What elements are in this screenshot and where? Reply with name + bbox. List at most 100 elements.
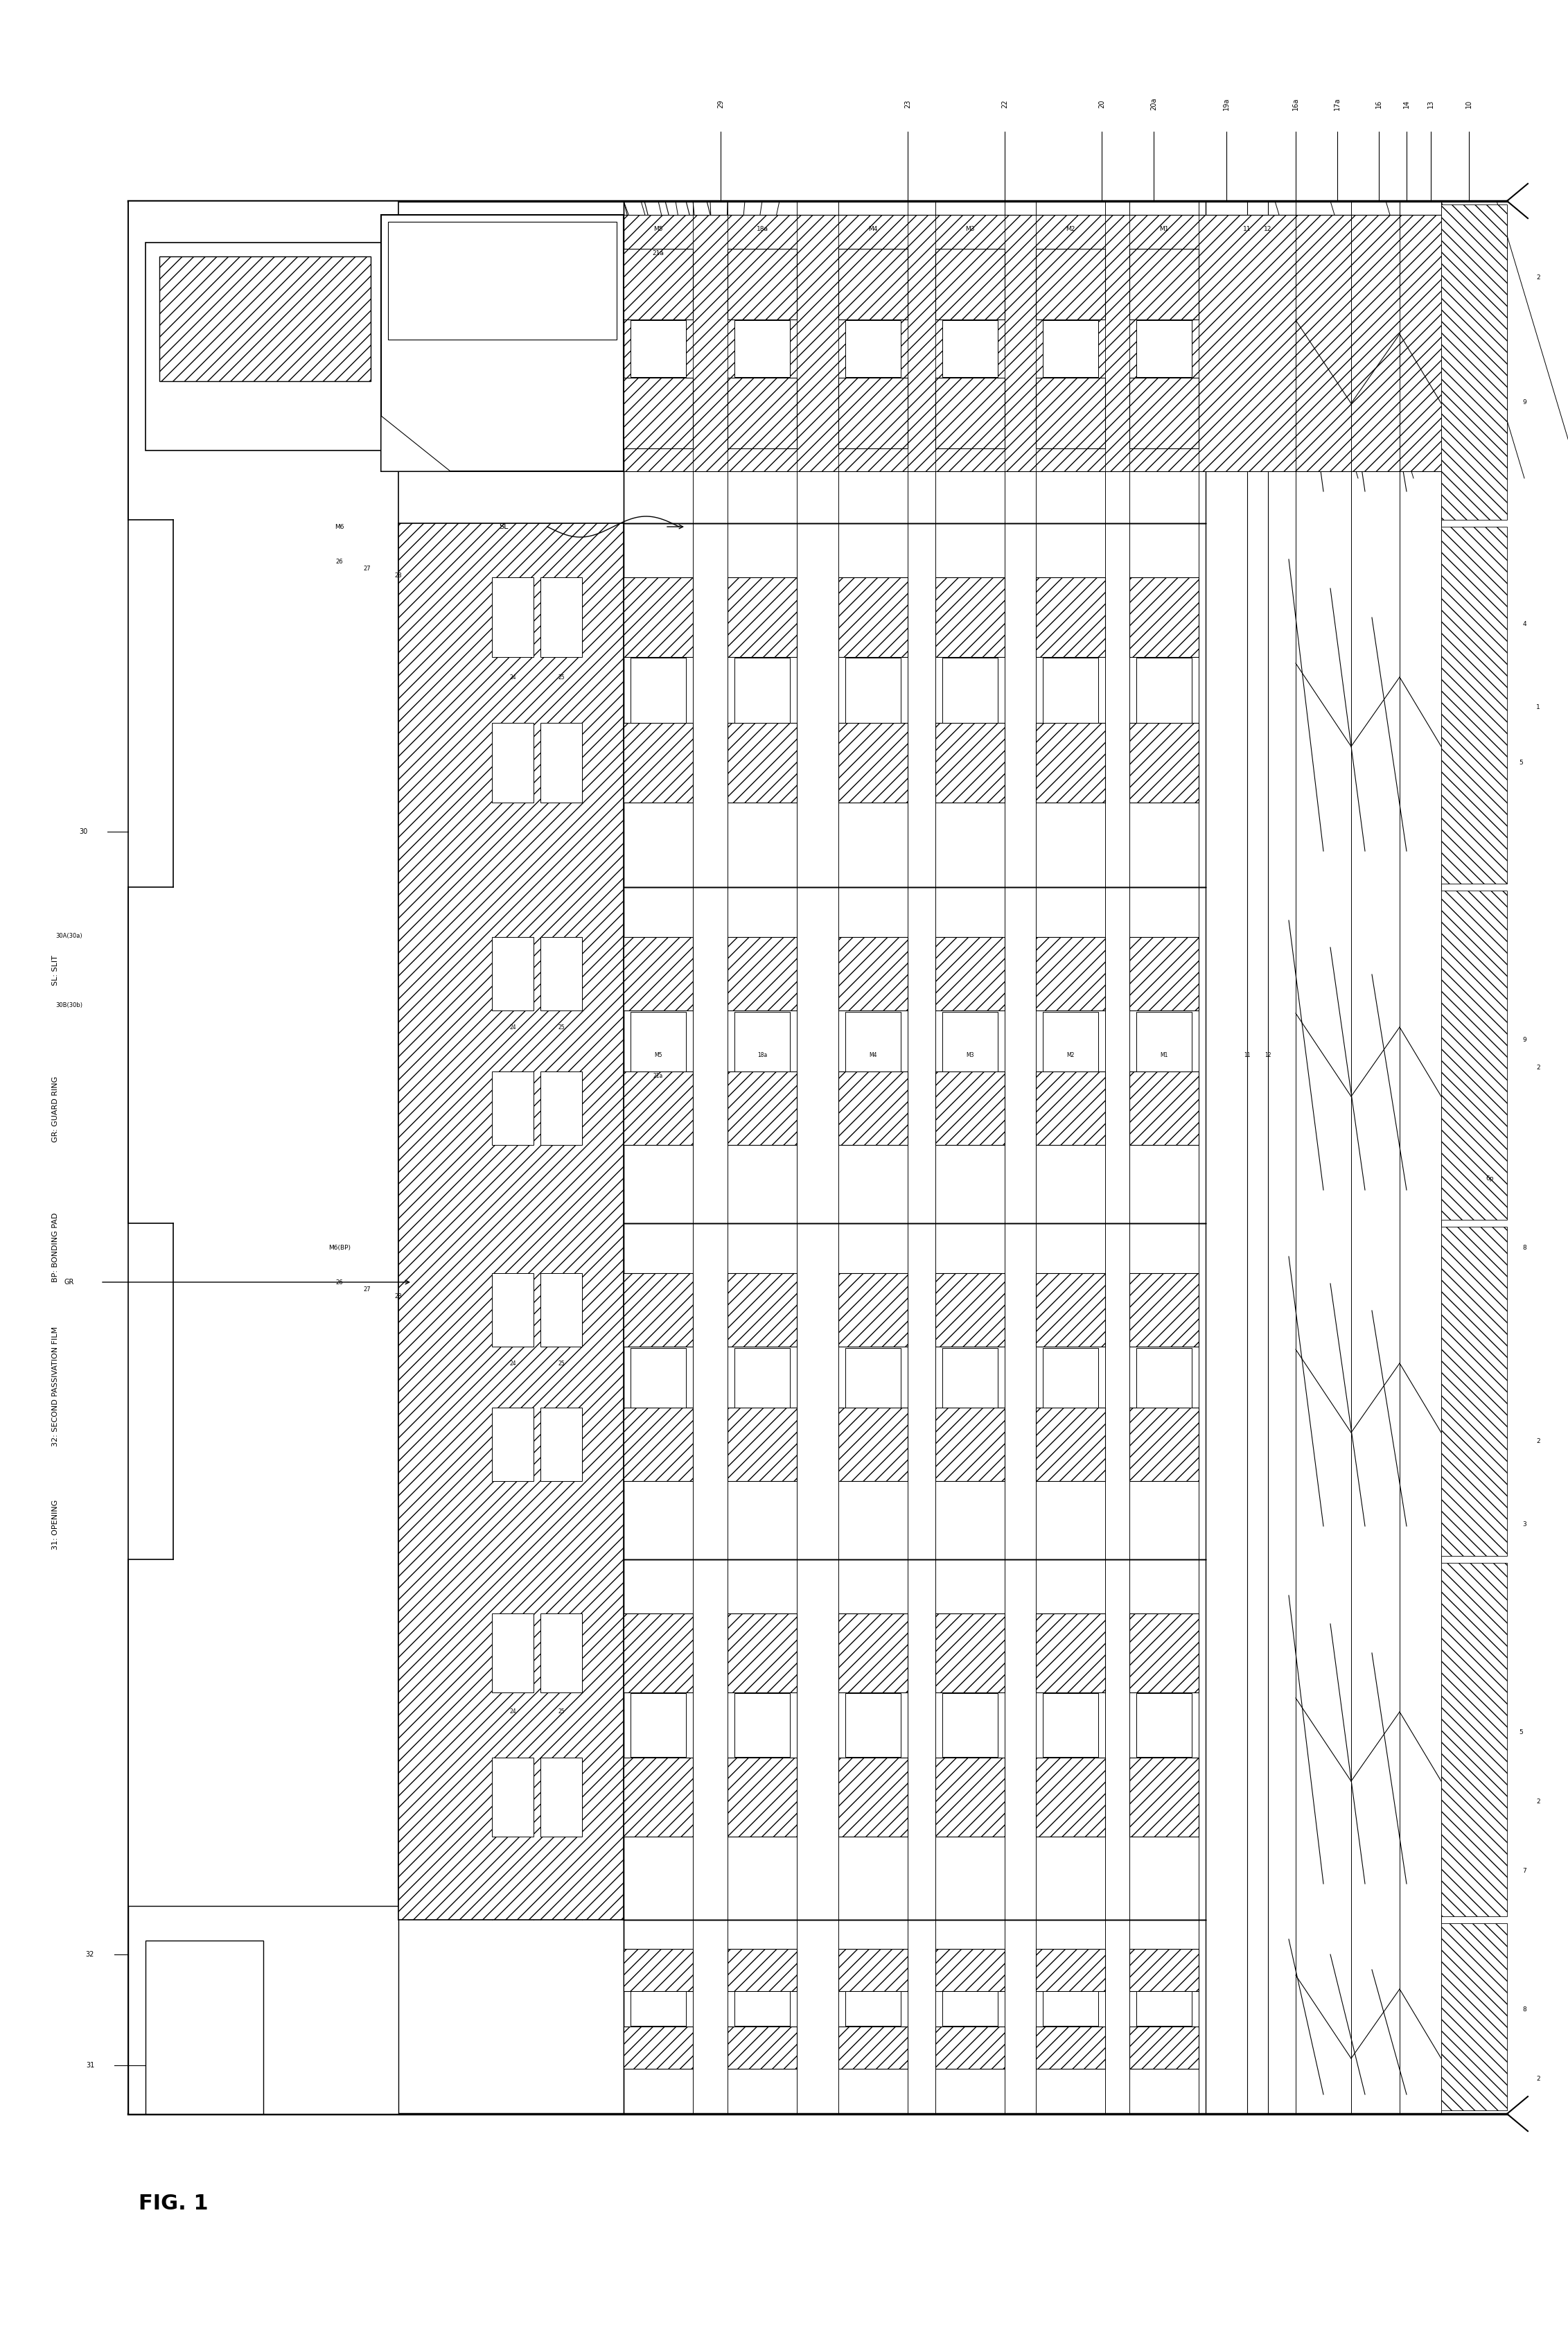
Bar <box>1129 1071 1198 1145</box>
Text: 29: 29 <box>717 100 724 107</box>
Text: BP: BONDING PAD: BP: BONDING PAD <box>52 1213 60 1283</box>
Text: 4: 4 <box>1523 622 1526 626</box>
Bar <box>630 1692 685 1758</box>
Bar <box>1129 377 1198 449</box>
Bar <box>630 1990 685 2025</box>
Bar <box>624 1758 693 1837</box>
Bar <box>1036 938 1105 1010</box>
Bar <box>1441 1923 1507 2111</box>
Bar <box>936 2025 1005 2070</box>
Bar <box>1129 938 1198 1010</box>
Text: 5: 5 <box>1519 759 1523 766</box>
Bar <box>839 2025 908 2070</box>
Text: 16a: 16a <box>1292 98 1300 109</box>
Bar <box>936 249 1005 319</box>
Polygon shape <box>381 417 450 470</box>
Text: 2: 2 <box>1537 2077 1540 2081</box>
Text: 30B(30b): 30B(30b) <box>56 1001 83 1008</box>
Bar <box>1036 1408 1105 1481</box>
Text: M4: M4 <box>869 226 878 233</box>
Bar <box>845 1348 900 1408</box>
Bar <box>1036 377 1105 449</box>
Bar <box>492 577 533 656</box>
Bar <box>624 249 693 319</box>
Bar <box>936 938 1005 1010</box>
Bar <box>839 377 908 449</box>
Text: 6p: 6p <box>1486 1176 1494 1180</box>
Bar <box>541 1758 582 1837</box>
Bar <box>541 1071 582 1145</box>
Text: 26: 26 <box>336 1278 343 1285</box>
Bar <box>624 724 693 803</box>
Bar <box>1036 2025 1105 2070</box>
Text: 5: 5 <box>1519 1730 1523 1737</box>
Bar <box>541 1273 582 1346</box>
Text: 24: 24 <box>510 1709 516 1716</box>
Bar <box>728 377 797 449</box>
Text: M3: M3 <box>966 226 975 233</box>
Bar <box>1043 1013 1098 1071</box>
Bar <box>1036 577 1105 656</box>
Text: 27: 27 <box>364 1285 372 1292</box>
Bar <box>734 1692 790 1758</box>
Bar <box>1129 1273 1198 1346</box>
Bar <box>936 377 1005 449</box>
Text: 19a: 19a <box>1223 98 1229 109</box>
Text: 30A(30a): 30A(30a) <box>56 934 83 938</box>
Text: 32: 32 <box>86 1951 94 1958</box>
Bar <box>630 1348 685 1408</box>
Bar <box>728 2025 797 2070</box>
Bar <box>839 724 908 803</box>
Bar <box>728 938 797 1010</box>
Text: 20a: 20a <box>1151 98 1157 109</box>
Bar <box>1043 659 1098 724</box>
Bar <box>630 659 685 724</box>
Bar <box>845 321 900 377</box>
Bar <box>839 1071 908 1145</box>
Text: 28: 28 <box>395 1292 401 1299</box>
Bar <box>492 1758 533 1837</box>
Bar <box>1043 1348 1098 1408</box>
Bar <box>1129 1949 1198 1990</box>
Text: 27: 27 <box>364 566 372 570</box>
Text: 26: 26 <box>336 559 343 563</box>
Text: M2: M2 <box>1066 226 1076 233</box>
Text: SL: SL <box>499 524 508 531</box>
Bar <box>942 321 997 377</box>
Bar <box>624 1949 693 1990</box>
Bar <box>839 1273 908 1346</box>
Text: M1: M1 <box>1160 1052 1168 1057</box>
Bar <box>1137 1348 1192 1408</box>
Text: M2: M2 <box>1066 1052 1074 1057</box>
Text: 14: 14 <box>1403 100 1410 107</box>
Bar <box>387 221 616 340</box>
Text: 25: 25 <box>558 1024 564 1031</box>
Text: 11: 11 <box>1243 1052 1251 1057</box>
Bar <box>541 577 582 656</box>
Text: 24: 24 <box>510 675 516 680</box>
Text: 24: 24 <box>510 1024 516 1031</box>
Text: M5: M5 <box>654 226 663 233</box>
Bar <box>845 1990 900 2025</box>
Bar <box>1129 1758 1198 1837</box>
Bar <box>936 724 1005 803</box>
Text: M6: M6 <box>336 524 345 531</box>
Bar <box>936 1758 1005 1837</box>
Bar <box>624 377 693 449</box>
Bar <box>734 659 790 724</box>
Text: 16: 16 <box>1375 100 1383 107</box>
Bar <box>1043 321 1098 377</box>
Text: GR: GUARD RING: GR: GUARD RING <box>52 1076 60 1143</box>
Bar <box>1129 724 1198 803</box>
Bar <box>942 1990 997 2025</box>
Bar <box>839 577 908 656</box>
Bar <box>1036 1949 1105 1990</box>
Bar <box>541 1408 582 1481</box>
Bar <box>839 938 908 1010</box>
Text: 1: 1 <box>1537 703 1540 710</box>
Text: 12: 12 <box>1265 1052 1272 1057</box>
Bar <box>936 1613 1005 1692</box>
Bar <box>936 577 1005 656</box>
Text: 7: 7 <box>1523 1867 1526 1874</box>
Bar <box>541 724 582 803</box>
